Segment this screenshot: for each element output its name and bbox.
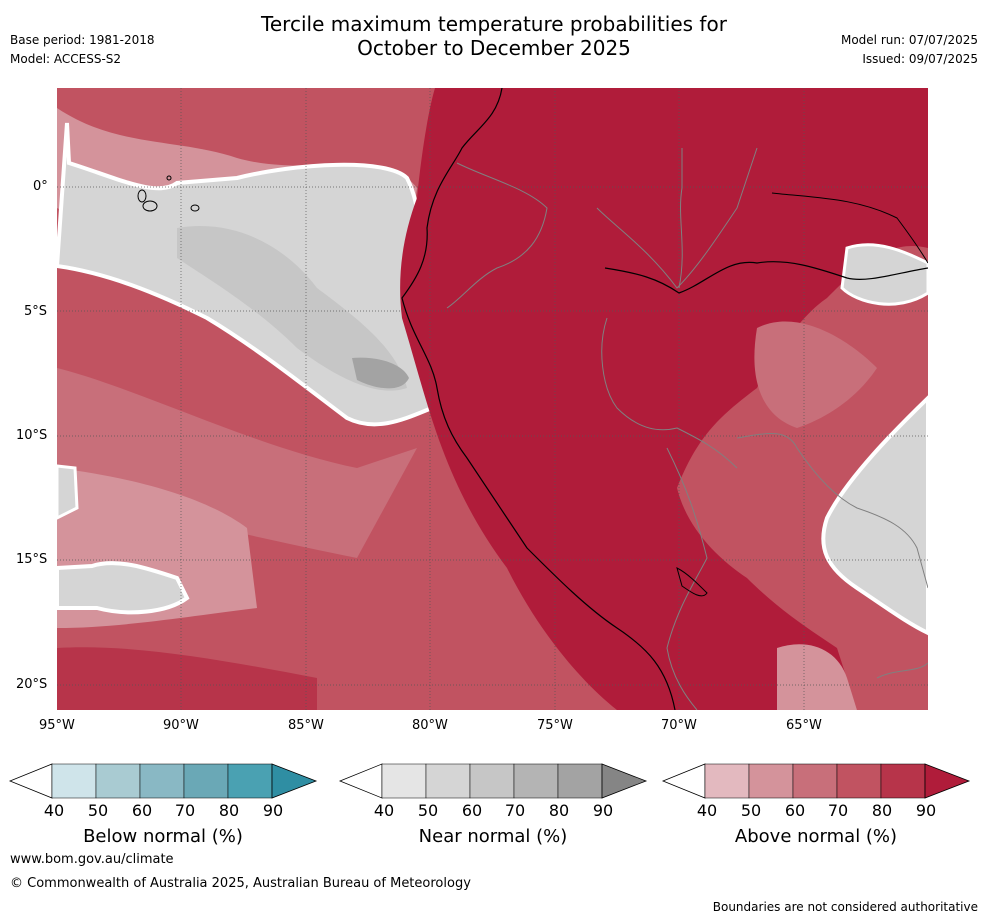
country-borders (446, 147, 928, 710)
cb-below-extend-low (8, 763, 53, 799)
issued-label: Issued: 09/07/2025 (862, 52, 978, 66)
near-normal-region-northeast (840, 243, 928, 306)
land-above-normal-90 (400, 88, 928, 710)
footer-disclaimer: Boundaries are not considered authoritat… (712, 900, 978, 914)
cb-near-tick-90: 90 (592, 801, 614, 820)
cb-above-box-3 (836, 763, 882, 799)
contour-southeast-50 (777, 644, 857, 710)
cb-near-tick-80: 80 (548, 801, 570, 820)
cb-near-box-3 (513, 763, 559, 799)
lat-label-10s: 10°S (16, 428, 48, 443)
cb-above-extend-high (924, 763, 971, 799)
cb-near-box-4 (557, 763, 603, 799)
lake-titicaca (676, 567, 708, 597)
cb-near-tick-40: 40 (373, 801, 395, 820)
cb-above-tick-90: 90 (915, 801, 937, 820)
near-normal-patch-west (57, 464, 79, 520)
map-title-line1: Tercile maximum temperature probabilitie… (261, 12, 727, 36)
cb-below-tick-90: 90 (262, 801, 284, 820)
cb-above-extend-low (661, 763, 706, 799)
lat-label-0: 0° (33, 179, 48, 194)
contour-southwest-80 (57, 647, 317, 710)
map-title-line2: October to December 2025 (357, 36, 631, 60)
near-normal-region-west-60 (177, 226, 407, 391)
colorbar-above-title: Above normal (%) (734, 826, 898, 847)
coastline (401, 88, 676, 710)
lon-label-90w: 90°W (163, 718, 199, 733)
cb-below-box-2 (139, 763, 185, 799)
map-title: Tercile maximum temperature probabilitie… (0, 12, 988, 60)
footer-copyright: © Commonwealth of Australia 2025, Austra… (10, 876, 471, 891)
contour-east-60 (754, 321, 877, 428)
colorbar-below-title: Below normal (%) (83, 826, 243, 847)
colorbar-above-normal (661, 763, 971, 799)
lon-label-65w: 65°W (786, 718, 822, 733)
lat-label-15s: 15°S (16, 552, 48, 567)
cb-below-box-1 (95, 763, 141, 799)
cb-below-tick-70: 70 (174, 801, 196, 820)
colorbar-near-title: Near normal (%) (418, 826, 568, 847)
colorbar-below-normal (8, 763, 318, 799)
footer-url: www.bom.gov.au/climate (10, 852, 174, 867)
cb-near-tick-70: 70 (504, 801, 526, 820)
cb-near-box-1 (425, 763, 471, 799)
galapagos-islands (137, 175, 200, 212)
cb-near-box-0 (381, 763, 427, 799)
probability-map (57, 88, 928, 710)
amazon-river (604, 261, 928, 294)
cb-below-tick-80: 80 (218, 801, 240, 820)
base-period-label: Base period: 1981-2018 (10, 33, 155, 47)
lat-label-20s: 20°S (16, 677, 48, 692)
cb-above-tick-40: 40 (696, 801, 718, 820)
cb-near-extend-low (338, 763, 383, 799)
lon-label-70w: 70°W (661, 718, 697, 733)
colorbar-near-normal (338, 763, 648, 799)
lon-label-80w: 80°W (412, 718, 448, 733)
cb-near-tick-50: 50 (417, 801, 439, 820)
cb-below-tick-50: 50 (87, 801, 109, 820)
cb-near-extend-high (601, 763, 648, 799)
cb-above-tick-50: 50 (740, 801, 762, 820)
lat-label-5s: 5°S (24, 304, 48, 319)
cb-above-box-1 (748, 763, 794, 799)
cb-near-tick-60: 60 (461, 801, 483, 820)
cb-below-box-3 (183, 763, 229, 799)
cb-above-tick-60: 60 (784, 801, 806, 820)
cb-below-box-4 (227, 763, 273, 799)
river-north (771, 192, 928, 264)
near-normal-region-west-70 (352, 357, 409, 389)
cb-above-box-2 (792, 763, 838, 799)
cb-below-box-0 (51, 763, 97, 799)
near-normal-region-southwest (57, 561, 190, 615)
cb-below-extend-high (271, 763, 318, 799)
lon-label-85w: 85°W (288, 718, 324, 733)
near-normal-region-east (821, 395, 928, 636)
graticule (57, 88, 928, 710)
model-label: Model: ACCESS-S2 (10, 52, 122, 66)
cb-above-tick-70: 70 (827, 801, 849, 820)
cb-below-tick-40: 40 (43, 801, 65, 820)
cb-below-tick-60: 60 (131, 801, 153, 820)
cb-above-box-0 (704, 763, 750, 799)
model-run-label: Model run: 07/07/2025 (840, 33, 978, 47)
lon-label-95w: 95°W (39, 718, 75, 733)
lon-label-75w: 75°W (537, 718, 573, 733)
cb-above-tick-80: 80 (871, 801, 893, 820)
cb-near-box-2 (469, 763, 515, 799)
cb-above-box-4 (880, 763, 926, 799)
